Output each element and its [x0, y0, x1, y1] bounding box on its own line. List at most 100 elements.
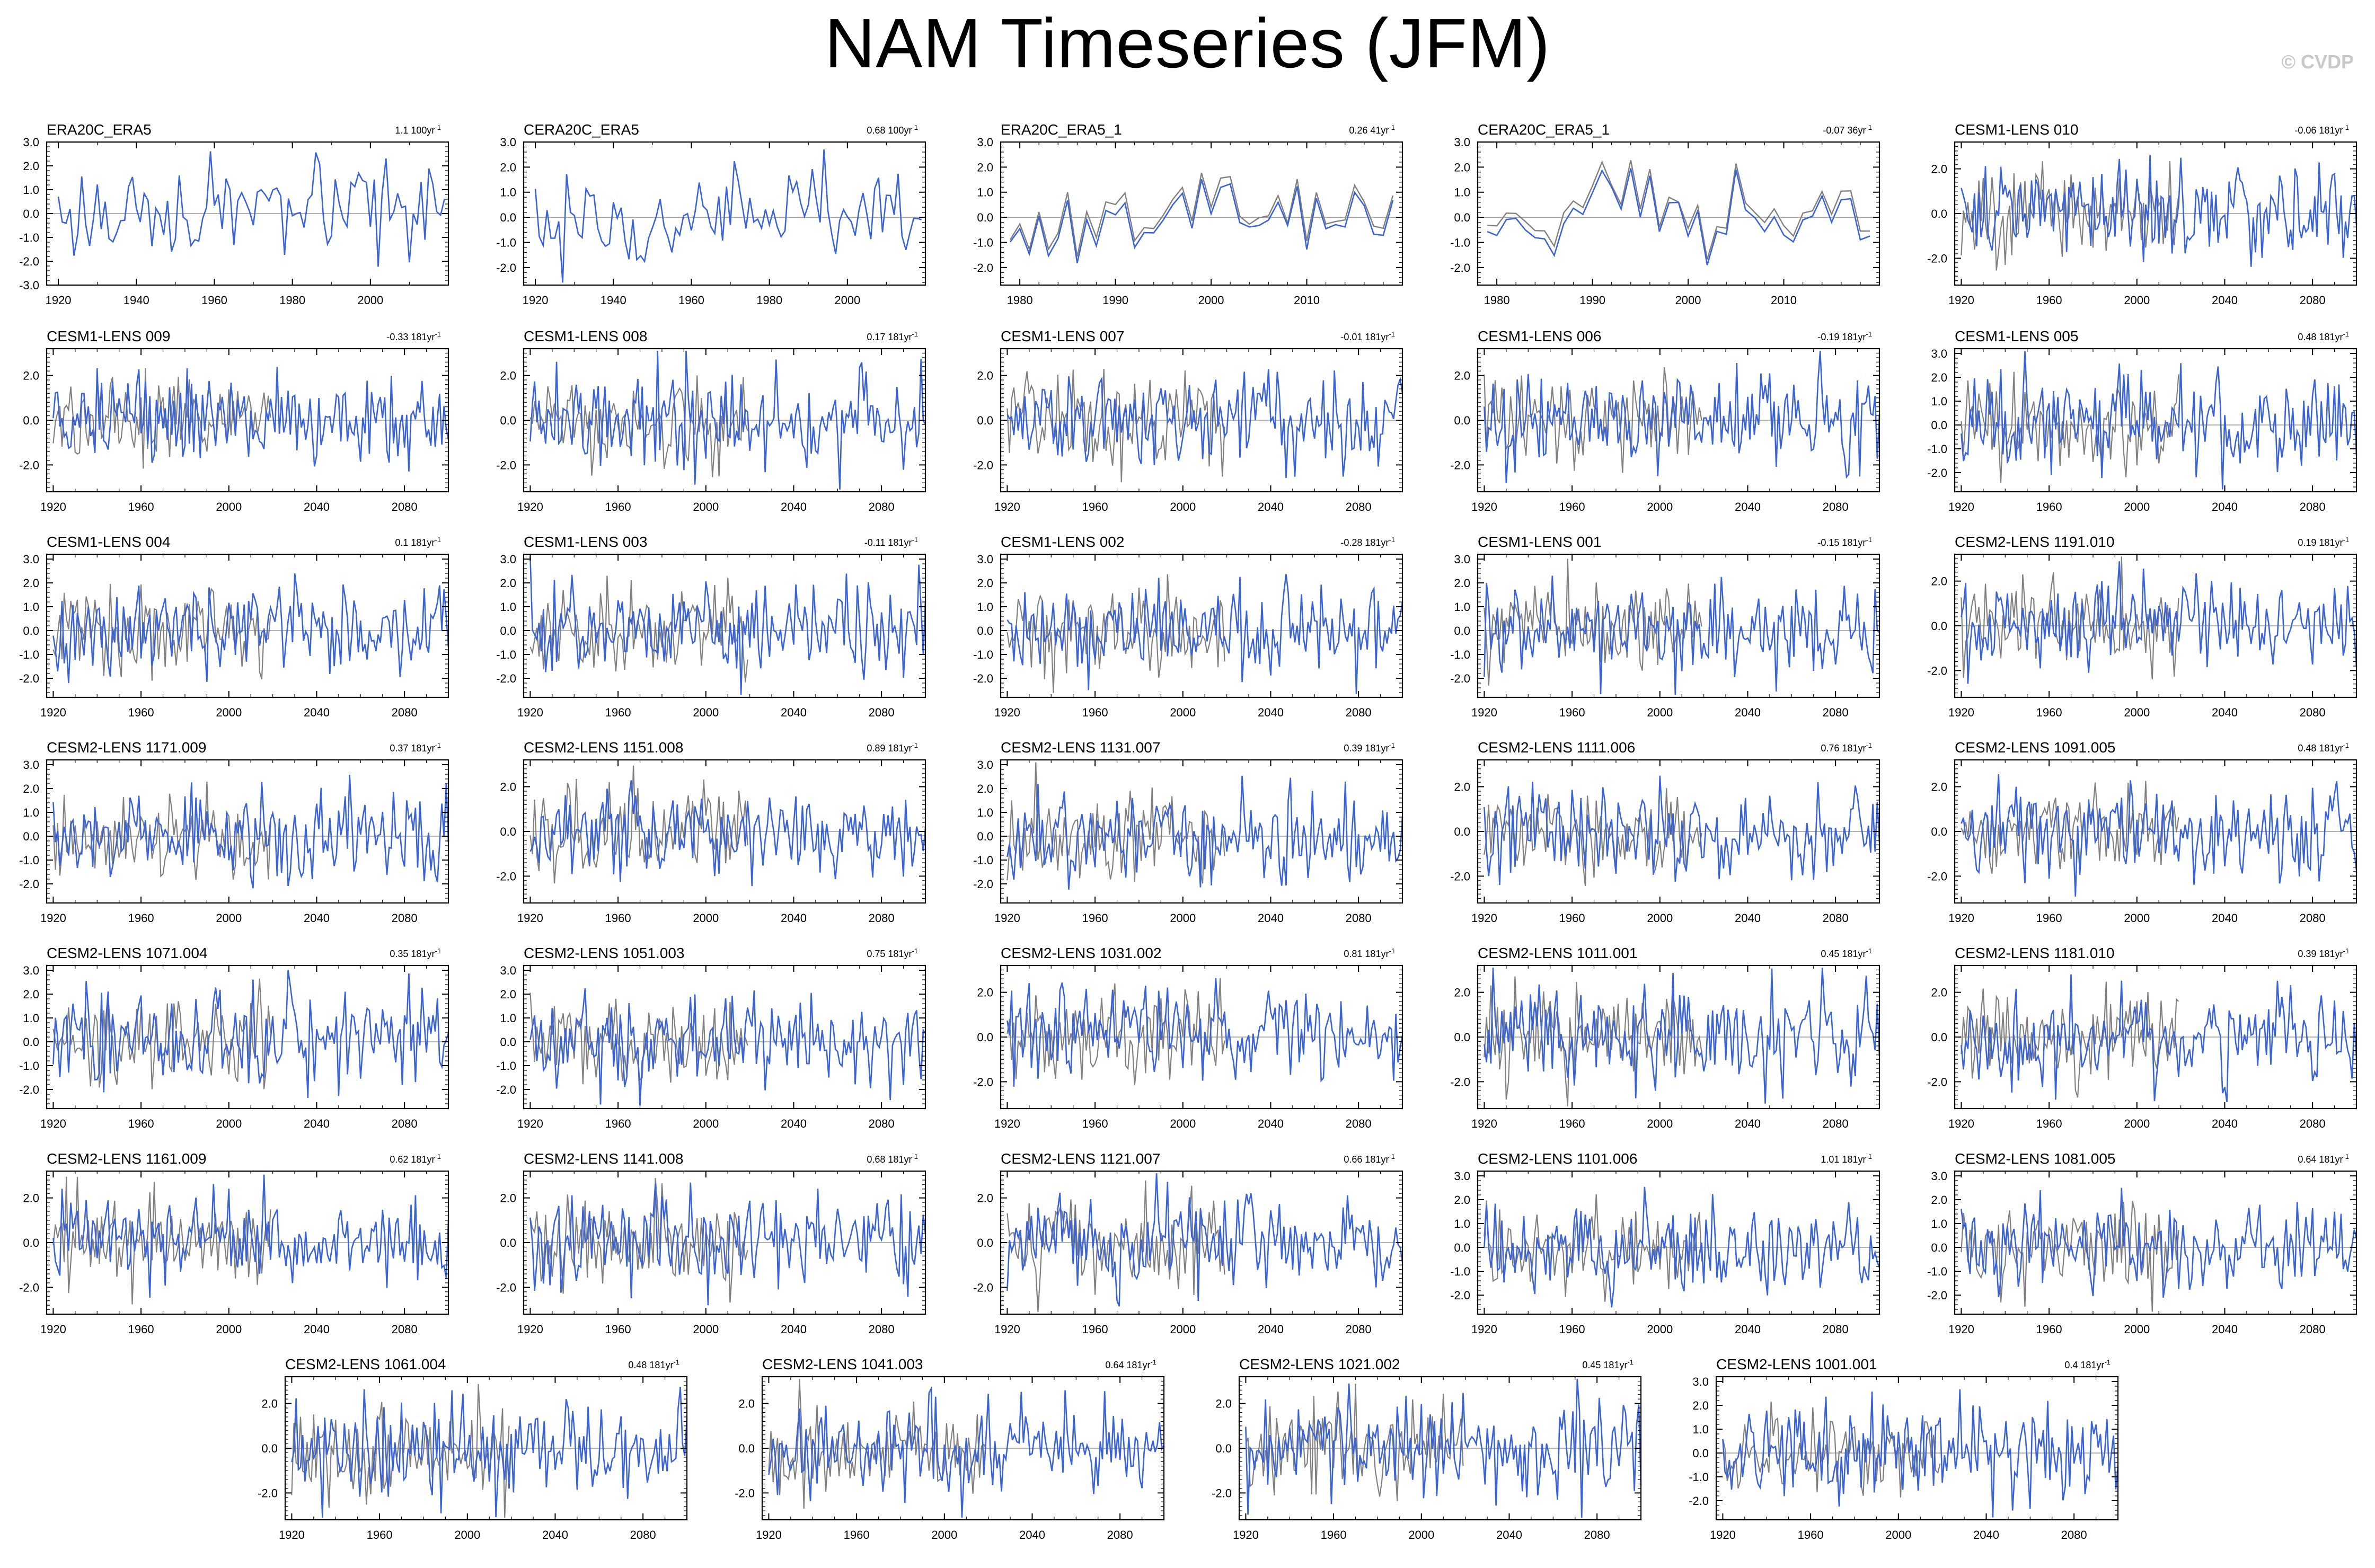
x-tick-label: 2080	[1584, 1528, 1610, 1542]
model-series-line	[1484, 351, 1880, 483]
nam-panel: ERA20C_ERA5 1.1 100yr-1 3.0 2.0 1.0 0.0 -1.0 -2…	[19, 121, 449, 307]
y-tick-label: 0.0	[23, 624, 39, 637]
x-tick-label: 2040	[2212, 294, 2238, 307]
panel-trend: 0.64 181yr-1	[1105, 1358, 1156, 1370]
y-tick-label: -2.0	[1450, 1289, 1470, 1302]
panel-trend: 1.1 100yr-1	[395, 123, 441, 136]
y-tick-label: 3.0	[23, 758, 39, 772]
trend-exponent: -1	[673, 1358, 679, 1366]
trend-exponent: -1	[2343, 536, 2349, 544]
x-tick-label: 2080	[1823, 500, 1849, 513]
x-tick-label: 1920	[1710, 1528, 1736, 1542]
x-tick-label: 1960	[605, 1323, 631, 1336]
panel-trend: 1.01 181yr-1	[1821, 1153, 1872, 1165]
x-tick-label: 1940	[123, 294, 149, 307]
x-tick-label: 1920	[994, 911, 1020, 925]
y-tick-label: 2.0	[1454, 577, 1470, 590]
y-tick-label: 1.0	[977, 186, 993, 199]
model-series-line	[57, 151, 445, 267]
y-tick-label: -2.0	[973, 458, 993, 472]
model-series-line	[529, 780, 926, 887]
y-tick-label: -1.0	[1450, 236, 1470, 249]
nam-panel: CERA20C_ERA5 0.68 100yr-1 3.0 2.0 1.0 0.0 -1.0…	[496, 121, 926, 307]
y-tick-label: 0.0	[23, 1236, 39, 1250]
y-tick-label: -2.0	[496, 261, 516, 274]
obs-series-line	[1484, 559, 1702, 686]
x-tick-label: 2040	[304, 911, 330, 925]
model-series-line	[1484, 575, 1880, 695]
y-tick-label: 2.0	[500, 1192, 516, 1205]
y-tick-label: 0.0	[261, 1442, 278, 1455]
x-tick-label: 1960	[2036, 911, 2062, 925]
y-tick-label: -2.0	[258, 1486, 278, 1500]
nam-panel: CESM2-LENS 1081.005 0.64 181yr-1 3.0 2.0 1.0…	[1927, 1150, 2358, 1336]
x-tick-label: 2040	[781, 706, 807, 719]
x-tick-label: 2000	[216, 706, 242, 719]
panel-title: CERA20C_ERA5_1	[1478, 121, 1610, 138]
x-tick-label: 1960	[128, 911, 154, 925]
nam-panel: CESM2-LENS 1041.003 0.64 181yr-1 2.0 0.0 -2.…	[735, 1356, 1165, 1542]
trend-exponent: -1	[1389, 741, 1395, 749]
panel-frame	[1000, 141, 1403, 286]
x-tick-label: 1960	[605, 1117, 631, 1130]
x-tick-label: 2080	[1107, 1528, 1133, 1542]
x-tick-label: 1920	[1471, 706, 1497, 719]
nam-panel: CESM2-LENS 1191.010 0.19 181yr-1 2.0 0.0 -2.…	[1927, 534, 2358, 719]
x-tick-label: 1990	[1102, 294, 1128, 307]
y-tick-label: 2.0	[1931, 1193, 1947, 1207]
panel-title: CESM1-LENS 001	[1478, 534, 1601, 550]
x-tick-label: 2000	[693, 911, 719, 925]
model-series-line	[52, 970, 449, 1099]
panel-trend: 0.64 181yr-1	[2298, 1153, 2349, 1165]
y-tick-label: 2.0	[977, 161, 993, 174]
y-tick-label: -2.0	[1450, 261, 1470, 274]
x-tick-label: 2080	[2300, 1117, 2326, 1130]
x-tick-label: 1920	[517, 1117, 543, 1130]
y-tick-label: 2.0	[23, 988, 39, 1001]
panel-trend: -0.11 181yr-1	[864, 536, 918, 548]
y-tick-label: -1.0	[973, 648, 993, 661]
y-tick-label: 2.0	[1931, 371, 1947, 384]
panel-trend: -0.07 36yr-1	[1823, 123, 1872, 136]
x-tick-label: 2000	[216, 1323, 242, 1336]
y-tick-label: 1.0	[23, 183, 39, 197]
y-tick-label: 3.0	[1454, 553, 1470, 566]
x-tick-label: 2080	[869, 1117, 895, 1130]
y-tick-label: 0.0	[1931, 1241, 1947, 1254]
model-series-line	[1009, 179, 1394, 263]
y-tick-label: 2.0	[1454, 161, 1470, 174]
x-tick-label: 1960	[1082, 1117, 1108, 1130]
x-tick-label: 2000	[1170, 500, 1196, 513]
y-tick-label: 1.0	[23, 1012, 39, 1025]
obs-series-line	[1484, 976, 1702, 1106]
model-series-line	[1245, 1379, 1642, 1518]
model-series-line	[534, 149, 922, 283]
model-series-line	[529, 988, 926, 1106]
panel-title: CESM1-LENS 008	[524, 328, 647, 344]
y-tick-label: 0.0	[1931, 419, 1947, 432]
model-series-line	[1961, 774, 2358, 897]
x-tick-label: 2040	[1258, 1117, 1284, 1130]
x-tick-label: 2080	[1346, 1323, 1372, 1336]
x-tick-label: 2000	[2124, 706, 2150, 719]
y-tick-label: -1.0	[1450, 1265, 1470, 1278]
model-series-line	[1484, 775, 1880, 885]
y-tick-label: -2.0	[1927, 664, 1947, 677]
x-tick-label: 2040	[1258, 911, 1284, 925]
nam-panel: CESM1-LENS 009 -0.33 181yr-1 2.0 0.0 -2.0 192…	[19, 328, 449, 513]
panel-frame	[523, 964, 926, 1110]
panel-trend: 0.76 181yr-1	[1821, 741, 1872, 754]
trend-exponent: -1	[2343, 330, 2349, 338]
x-tick-label: 2000	[1408, 1528, 1434, 1542]
trend-exponent: -1	[2343, 1153, 2349, 1161]
x-tick-label: 1960	[1798, 1528, 1824, 1542]
y-tick-label: 0.0	[1931, 1031, 1947, 1044]
nam-panel: CESM1-LENS 005 0.48 181yr-1 3.0 2.0 1.0 0.0 -1…	[1927, 328, 2358, 513]
x-tick-label: 2000	[2124, 1323, 2150, 1336]
panel-trend: 0.39 181yr-1	[2298, 947, 2349, 959]
x-tick-label: 1920	[994, 1323, 1020, 1336]
model-series-line	[291, 1386, 688, 1518]
panel-trend: 0.45 181yr-1	[1821, 947, 1872, 959]
y-tick-label: -2.0	[973, 672, 993, 685]
panel-title: CESM2-LENS 1071.004	[47, 945, 208, 961]
